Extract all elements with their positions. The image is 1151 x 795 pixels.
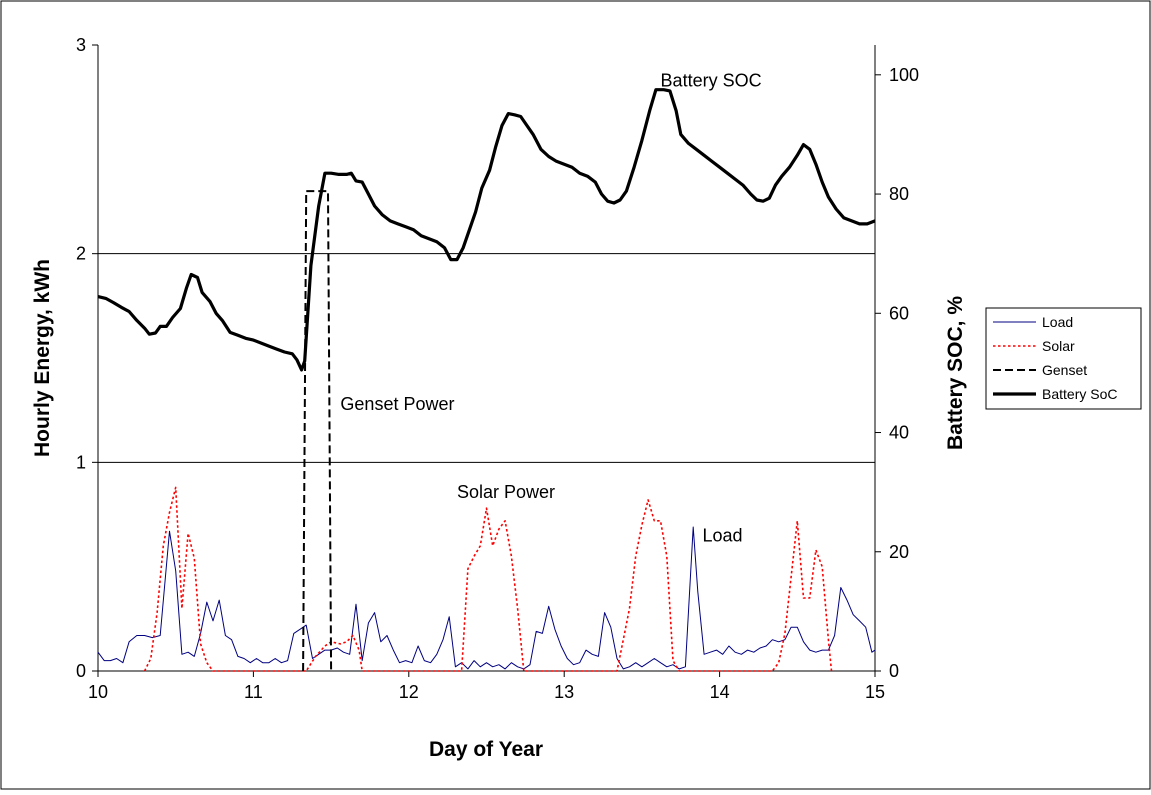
- left-y-tick-label: 2: [76, 244, 86, 264]
- left-y-tick-label: 1: [76, 452, 86, 472]
- right-y-tick-label: 100: [889, 65, 919, 85]
- left-y-tick-label: 3: [76, 35, 86, 55]
- x-tick-label: 10: [88, 682, 108, 702]
- annotation-genset-power: Genset Power: [340, 394, 454, 414]
- legend-box: [985, 307, 1142, 410]
- x-axis-title: Day of Year: [429, 738, 543, 761]
- legend-genset-label: Genset: [1042, 362, 1087, 378]
- right-y-tick-label: 60: [889, 303, 909, 323]
- right-y-tick-label: 80: [889, 184, 909, 204]
- legend: Load Solar Genset Battery SoC: [985, 307, 1142, 410]
- annotations-group: Battery SOC Genset Power Solar Power Load: [340, 71, 761, 546]
- annotation-battery-soc: Battery SOC: [661, 71, 762, 91]
- right-y-tick-label: 20: [889, 542, 909, 562]
- legend-solar-label: Solar: [1042, 338, 1075, 354]
- series-load-line: [97, 526, 876, 670]
- series-battery-soc-line: [97, 88, 876, 372]
- left-y-axis-title: Hourly Energy, kWh: [31, 259, 54, 457]
- right-y-tick-label: 0: [889, 661, 899, 681]
- series-group: [97, 88, 876, 672]
- left-y-tick-label: 0: [76, 661, 86, 681]
- legend-load-label: Load: [1042, 314, 1073, 330]
- annotation-load: Load: [703, 526, 743, 546]
- right-y-tick-label: 40: [889, 423, 909, 443]
- series-solar-line: [143, 486, 833, 672]
- x-tick-label: 13: [554, 682, 574, 702]
- x-tick-label: 12: [399, 682, 419, 702]
- x-tick-label: 15: [865, 682, 885, 702]
- x-tick-label: 11: [244, 682, 263, 702]
- x-tick-label: 14: [710, 682, 730, 702]
- annotation-solar-power: Solar Power: [457, 482, 555, 502]
- legend-battery-soc-label: Battery SoC: [1042, 386, 1117, 402]
- right-y-axis-title: Battery SOC, %: [944, 296, 967, 450]
- gridlines: [98, 253, 875, 463]
